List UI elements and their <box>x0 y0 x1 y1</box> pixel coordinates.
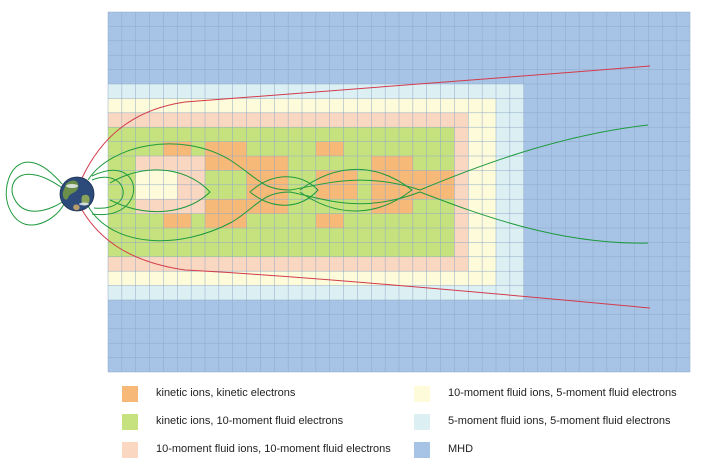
legend-swatch-five_five <box>414 414 430 430</box>
magnetopause-north <box>81 65 651 179</box>
earth-icon <box>59 176 95 212</box>
legend-label-kinetic: kinetic ions, kinetic electrons <box>156 387 296 399</box>
legend-label-five_five: 5-moment fluid ions, 5-moment fluid elec… <box>448 415 671 427</box>
legend-swatch-ten_ten <box>122 442 138 458</box>
tail-field-line-north <box>87 124 649 191</box>
grid-lines <box>107 11 691 373</box>
dipole-loop-outer <box>5 161 65 226</box>
legend-label-mhd: MHD <box>448 443 474 455</box>
plasmoid-loop-3 <box>299 168 413 212</box>
magnetopause-south <box>81 209 651 309</box>
dayside-loop-inner <box>91 176 124 209</box>
legend-swatch-kinetic <box>122 386 138 402</box>
dipole-loop-inner <box>11 173 66 212</box>
legend-label-ten_ten: 10-moment fluid ions, 10-moment fluid el… <box>156 443 391 455</box>
magnetopause-boundary <box>81 65 651 309</box>
dayside-loop-outer <box>91 169 135 216</box>
legend-swatch-kinetic_10m <box>122 414 138 430</box>
legend-label-ten_five: 10-moment fluid ions, 5-moment fluid ele… <box>448 387 677 399</box>
legend-swatch-ten_five <box>414 386 430 402</box>
legend-swatch-mhd <box>414 442 430 458</box>
plasmoid-loop-2 <box>249 176 319 206</box>
legend-label-kinetic_10m: kinetic ions, 10-moment fluid electrons <box>156 415 344 427</box>
plasmoid-loop-1 <box>109 169 211 212</box>
tail-field-line-south <box>87 191 649 244</box>
magnetic-field-lines <box>5 124 649 244</box>
